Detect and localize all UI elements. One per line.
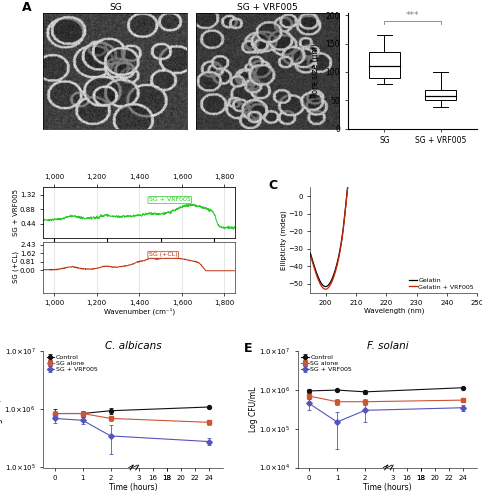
Legend: Control, SG alone, SG + VRF005: Control, SG alone, SG + VRF005	[301, 354, 352, 372]
Text: SG (+CL): SG (+CL)	[149, 252, 177, 257]
Gelatin	[460, 120, 466, 126]
Text: A: A	[22, 1, 31, 14]
Gelatin + VRF005	[407, 118, 413, 124]
Line: Gelatin: Gelatin	[310, 123, 477, 286]
Gelatin	[474, 120, 480, 126]
Y-axis label: Log CFU/mL: Log CFU/mL	[0, 386, 3, 432]
X-axis label: Time (hours): Time (hours)	[109, 482, 157, 492]
Gelatin + VRF005	[308, 252, 313, 258]
Gelatin + VRF005	[449, 118, 455, 124]
Title: SG + VRF005: SG + VRF005	[237, 2, 298, 12]
Y-axis label: Pore size (μm): Pore size (μm)	[311, 43, 320, 98]
X-axis label: Wavenumber (cm⁻¹): Wavenumber (cm⁻¹)	[104, 308, 175, 316]
Title: F. solani: F. solani	[367, 340, 408, 350]
Gelatin	[308, 250, 313, 256]
Gelatin	[410, 120, 416, 126]
Text: SG + VRF005: SG + VRF005	[149, 198, 190, 202]
Y-axis label: SG (+CL): SG (+CL)	[12, 252, 19, 284]
Bar	[425, 90, 456, 101]
Text: E: E	[244, 342, 253, 355]
Gelatin + VRF005	[459, 118, 465, 124]
Title: SG: SG	[109, 2, 121, 12]
Gelatin + VRF005	[407, 118, 413, 124]
X-axis label: Wavelength (nm): Wavelength (nm)	[363, 308, 424, 314]
Gelatin	[308, 252, 314, 258]
Gelatin	[407, 120, 413, 126]
Gelatin	[407, 120, 413, 126]
Gelatin + VRF005	[322, 286, 328, 292]
Text: C: C	[269, 179, 278, 192]
Legend: Control, SG alone, SG + VRF005: Control, SG alone, SG + VRF005	[46, 354, 98, 372]
Title: C. albicans: C. albicans	[105, 340, 161, 350]
Gelatin + VRF005	[410, 118, 416, 124]
Y-axis label: SG + VRF005: SG + VRF005	[13, 189, 19, 236]
Gelatin + VRF005	[474, 118, 480, 124]
Gelatin	[454, 120, 459, 126]
Y-axis label: Ellipticity (mdeg): Ellipticity (mdeg)	[280, 210, 286, 270]
Y-axis label: Log CFU/mL: Log CFU/mL	[249, 386, 257, 432]
Legend: Gelatin, Gelatin + VRF005: Gelatin, Gelatin + VRF005	[409, 278, 474, 289]
Bar	[369, 52, 400, 78]
Gelatin + VRF005	[308, 254, 314, 260]
Gelatin	[449, 120, 455, 126]
Gelatin	[322, 284, 328, 290]
X-axis label: Time (hours): Time (hours)	[363, 482, 412, 492]
Line: Gelatin + VRF005: Gelatin + VRF005	[310, 120, 477, 289]
Text: ***: ***	[406, 12, 419, 20]
